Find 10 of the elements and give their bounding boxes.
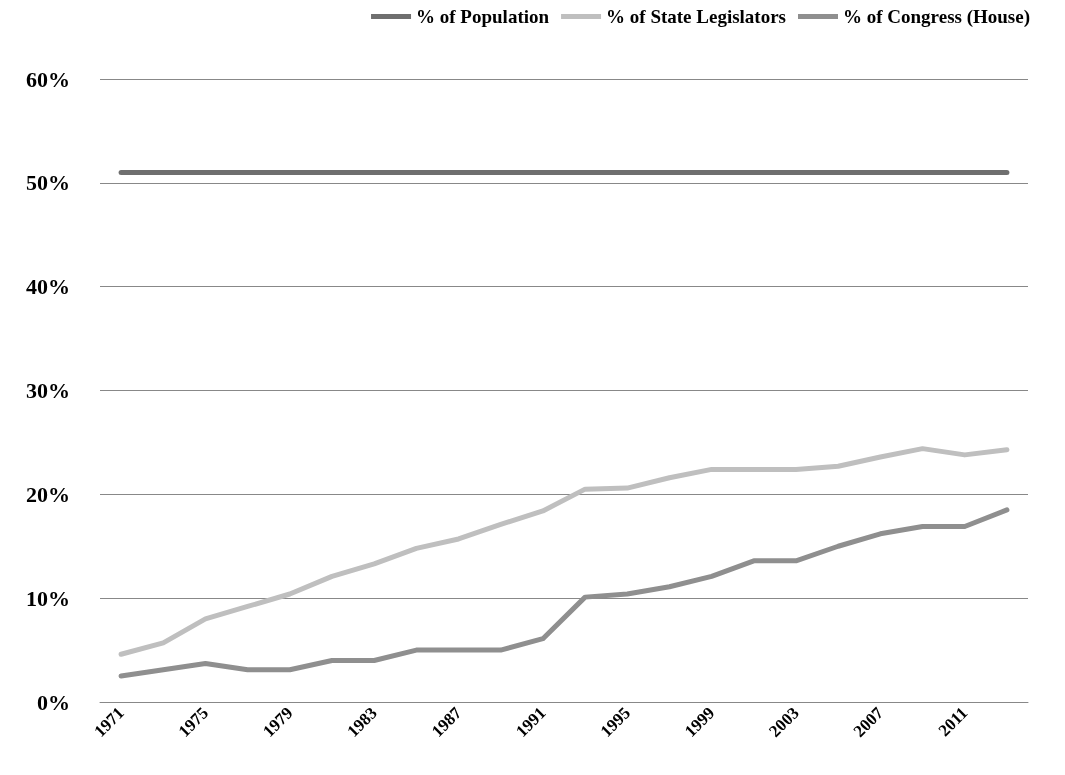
legend-label: % of State Legislators — [606, 6, 787, 27]
y-tick-label: 60% — [26, 66, 70, 92]
y-tick-label: 20% — [26, 481, 70, 507]
legend-label: % of Population — [416, 6, 550, 27]
legend-label: % of Congress (House) — [843, 6, 1031, 28]
y-tick-label: 50% — [26, 170, 70, 196]
y-tick-label: 0% — [37, 689, 70, 715]
y-tick-label: 30% — [26, 378, 70, 403]
y-tick-label: 10% — [26, 585, 70, 611]
y-tick-label: 40% — [26, 274, 70, 300]
